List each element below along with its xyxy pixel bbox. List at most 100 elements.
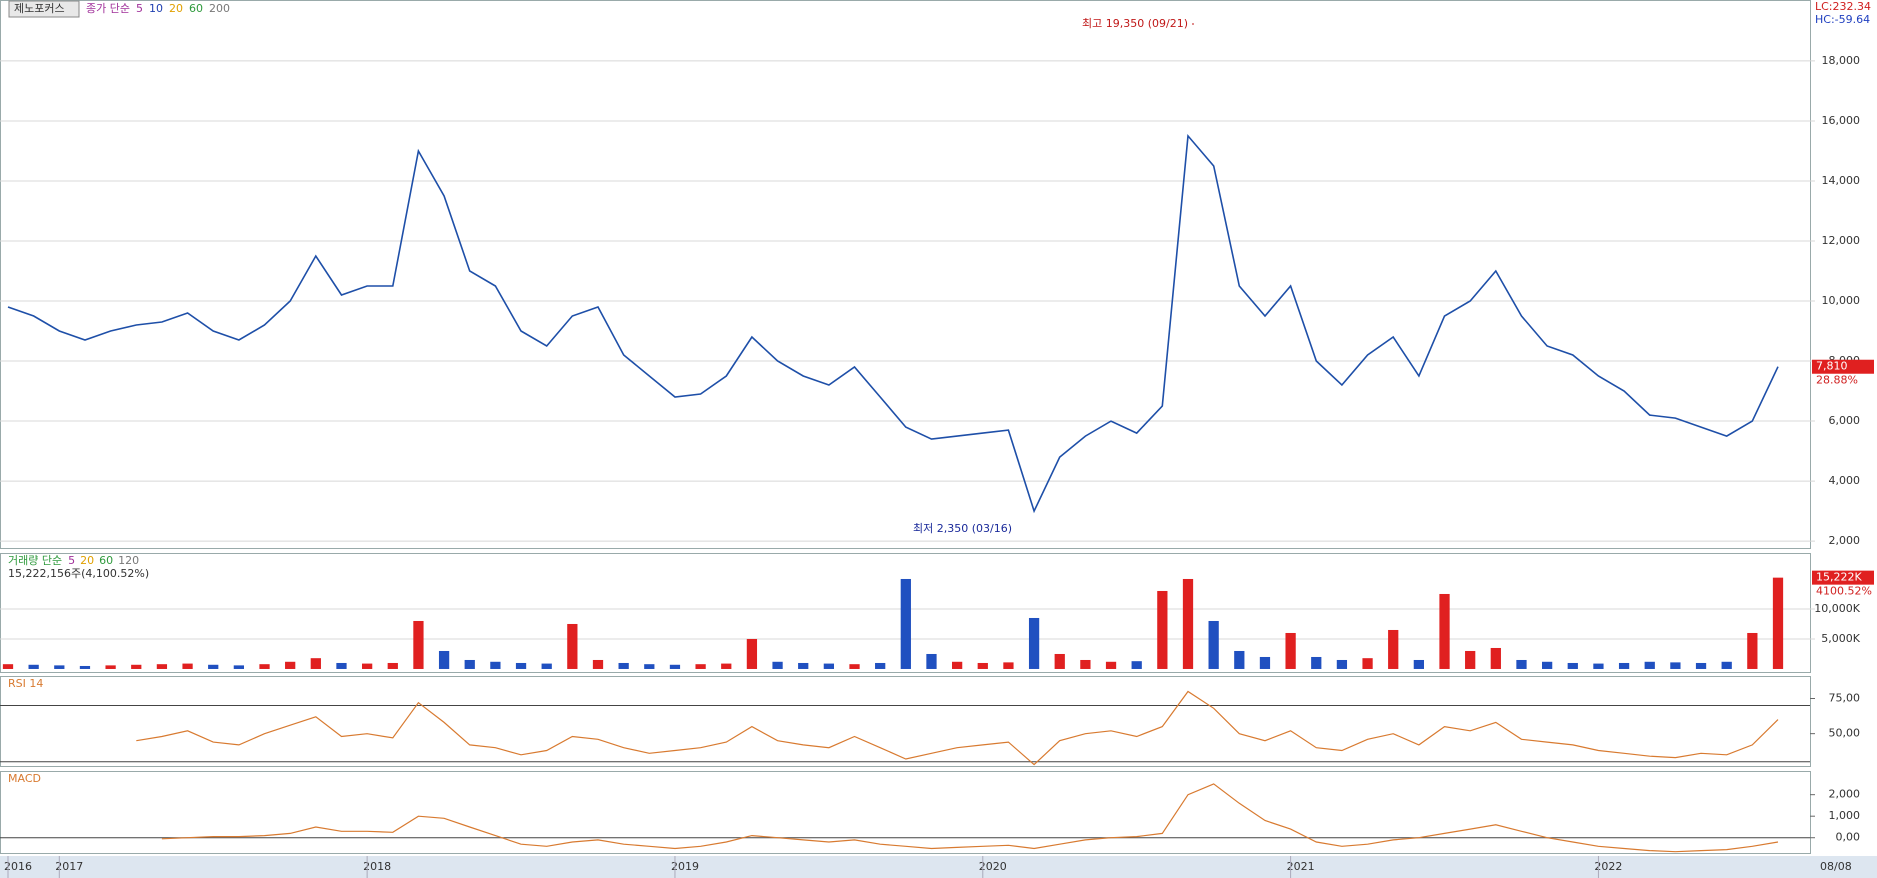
panel-title: MACD — [8, 772, 41, 785]
volume-bar — [490, 661, 501, 669]
y-tick-label: 18,000 — [1822, 54, 1861, 67]
x-tick-label: 2021 — [1287, 860, 1315, 873]
legend-item: 60 — [99, 554, 113, 567]
volume-bar — [772, 661, 783, 669]
y-tick-label: 2,000 — [1829, 534, 1861, 547]
volume-bar — [28, 664, 39, 669]
x-tick-label: 2018 — [363, 860, 391, 873]
y-tick-label: 5,000K — [1821, 632, 1860, 645]
volume-bar — [1516, 659, 1527, 669]
volume-bar — [1747, 632, 1758, 669]
stock-name[interactable]: 제노포커스 — [14, 2, 65, 15]
x-axis-bar — [0, 856, 1877, 878]
volume-bar — [1131, 661, 1142, 669]
legend-item: 120 — [118, 554, 139, 567]
y-tick-label: 75,00 — [1829, 692, 1861, 705]
y-tick-label: 10,000K — [1814, 602, 1860, 615]
volume-bar — [1465, 650, 1476, 669]
x-tick-label: 2022 — [1594, 860, 1622, 873]
volume-bar — [1695, 662, 1707, 669]
volume-bar — [1259, 656, 1271, 669]
macd-line — [161, 783, 1779, 853]
price-panel — [0, 0, 1811, 549]
stock-button[interactable] — [8, 0, 80, 18]
volume-bar — [695, 664, 706, 669]
volume-bar — [1490, 647, 1501, 669]
volume-bar — [849, 664, 860, 669]
current-tag — [1812, 570, 1874, 585]
volume-bar — [1311, 656, 1322, 669]
low-annotation: 최저 2,350 (03/16) — [913, 522, 1012, 535]
y-tick-label: 10,000 — [1822, 294, 1861, 307]
y-tick-label: 1,000 — [1829, 809, 1861, 822]
volume-bar — [1157, 590, 1168, 669]
volume-bar — [900, 578, 911, 669]
volume-bar — [644, 664, 655, 669]
volume-bar — [926, 653, 937, 669]
volume-bar — [54, 665, 65, 669]
volume-bar — [413, 620, 424, 669]
y-tick-label: 0,00 — [1836, 831, 1861, 844]
volume-bar — [977, 662, 988, 669]
volume-bar — [156, 664, 168, 669]
volume-bar — [1285, 632, 1296, 669]
volume-bar — [618, 662, 629, 669]
volume-bar — [746, 638, 758, 669]
volume-bar — [464, 659, 475, 669]
current-label: 15,222K — [1816, 571, 1862, 584]
volume-bar — [1208, 620, 1219, 669]
current-label: 7,810 — [1816, 360, 1848, 373]
volume-bar — [438, 650, 450, 669]
volume-bar — [1182, 578, 1194, 669]
volume-bar — [1644, 661, 1655, 669]
rsi-line — [136, 690, 1779, 766]
volume-bar — [1028, 617, 1040, 669]
y-tick-label: 2,000 — [1829, 788, 1861, 801]
volume-bar — [233, 665, 244, 669]
high-annotation: 최고 19,350 (09/21) — [1082, 17, 1188, 30]
panel-title: 거래량 단순 — [8, 554, 62, 567]
volume-bar — [131, 664, 142, 669]
volume-bar — [208, 664, 219, 669]
volume-bar — [1542, 661, 1553, 669]
rsi-panel — [0, 676, 1811, 767]
x-tick-label: 2019 — [671, 860, 699, 873]
volume-bar — [721, 663, 732, 669]
volume-bar — [875, 662, 886, 669]
volume-bar — [259, 664, 270, 669]
lc-label: LC:232.34 — [1815, 0, 1871, 13]
current-tag — [1812, 359, 1874, 374]
volume-bar — [592, 659, 604, 669]
volume-bar — [823, 663, 834, 669]
y-tick-label: 50,00 — [1829, 727, 1861, 740]
y-tick-label: 14,000 — [1822, 174, 1861, 187]
volume-bar — [105, 665, 116, 669]
volume-bar — [1567, 662, 1578, 669]
volume-bar — [1721, 661, 1732, 669]
hc-label: HC:-59.64 — [1815, 13, 1870, 26]
legend-item: 20 — [169, 2, 183, 15]
volume-bar — [952, 661, 963, 669]
price-line — [7, 133, 1779, 514]
volume-bar — [310, 658, 321, 669]
volume-bar — [1593, 663, 1604, 669]
volume-bar — [1336, 659, 1348, 669]
volume-bar — [567, 623, 578, 669]
change-label: 28.88% — [1816, 374, 1858, 387]
volume-bar — [1772, 577, 1784, 669]
volume-summary: 15,222,156주(4,100.52%) — [8, 567, 149, 580]
x-tick-label: 08/08 — [1820, 860, 1852, 873]
y-tick-label: 12,000 — [1822, 234, 1861, 247]
change-label: 4100.52% — [1816, 585, 1872, 598]
x-tick-label: 2020 — [979, 860, 1007, 873]
volume-bar — [798, 662, 809, 669]
legend-item: 종가 단순 — [86, 2, 130, 15]
volume-bar — [1439, 593, 1450, 669]
legend-item: 5 — [136, 2, 143, 15]
volume-bar — [1618, 662, 1630, 669]
volume-bar — [362, 663, 373, 669]
panel-title: RSI 14 — [8, 677, 43, 690]
volume-bar — [515, 662, 527, 669]
y-tick-label: 6,000 — [1829, 414, 1861, 427]
